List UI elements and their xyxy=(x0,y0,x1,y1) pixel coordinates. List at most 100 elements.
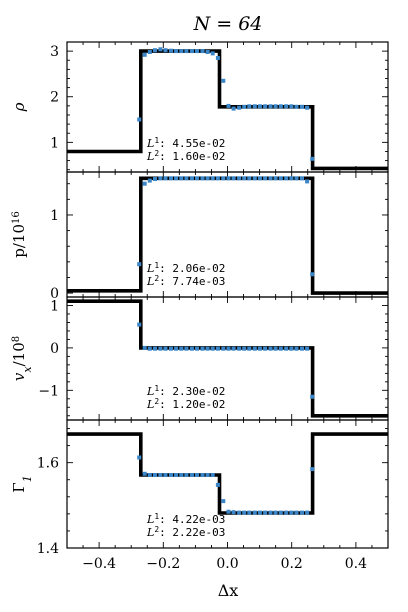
data-point xyxy=(137,322,142,327)
x-tick-label: −0.4 xyxy=(82,556,116,572)
data-point xyxy=(294,346,299,351)
data-point xyxy=(273,104,278,109)
data-point xyxy=(252,510,257,515)
data-point xyxy=(242,510,247,515)
x-tick-label: 0.2 xyxy=(281,556,303,572)
y-tick-label: 0 xyxy=(50,341,59,357)
data-point xyxy=(200,473,205,477)
data-point xyxy=(158,47,163,52)
data-point xyxy=(231,346,236,351)
data-point xyxy=(268,346,273,351)
data-point xyxy=(163,48,168,53)
data-point xyxy=(142,471,147,476)
data-point xyxy=(189,473,194,477)
data-point xyxy=(174,49,179,54)
data-point xyxy=(231,106,236,111)
l1-error-label: L1: 4.55e-02 xyxy=(146,136,225,151)
data-point xyxy=(284,176,289,181)
data-point xyxy=(184,49,189,54)
data-point xyxy=(263,510,268,515)
data-point xyxy=(169,48,173,53)
data-point xyxy=(237,105,242,110)
data-point xyxy=(257,176,262,181)
data-point xyxy=(210,473,215,477)
x-tick-label: −0.2 xyxy=(146,556,180,572)
data-point xyxy=(294,104,299,109)
y-tick-label: 1.6 xyxy=(37,456,59,472)
l2-error-label: L2: 7.74e-03 xyxy=(146,274,225,289)
data-point xyxy=(142,181,147,186)
data-point xyxy=(215,346,220,351)
exact-solution-line xyxy=(67,49,388,171)
y-tick-label: 1 xyxy=(50,135,59,151)
data-point xyxy=(195,176,199,181)
data-point xyxy=(147,50,152,54)
data-point xyxy=(153,177,157,181)
l1-error-label: L1: 4.22e-03 xyxy=(146,512,225,527)
data-point xyxy=(305,179,310,184)
data-point xyxy=(210,176,215,181)
data-point xyxy=(179,473,184,477)
data-point xyxy=(210,51,215,56)
data-point xyxy=(189,346,194,351)
data-point xyxy=(179,49,184,54)
data-point xyxy=(273,176,278,181)
y-tick-label: 1 xyxy=(50,208,59,224)
x-tick-label: 0.4 xyxy=(345,556,367,572)
panel-frame xyxy=(66,171,389,298)
data-point xyxy=(169,176,173,181)
data-point xyxy=(158,473,163,477)
panel-frame xyxy=(66,419,389,549)
data-point xyxy=(189,49,194,54)
data-point xyxy=(231,176,236,181)
data-point xyxy=(237,510,242,515)
data-point xyxy=(163,176,168,181)
data-point xyxy=(310,467,315,472)
data-point xyxy=(300,510,304,515)
y-tick-label: 1.4 xyxy=(37,541,59,557)
data-point xyxy=(184,473,189,477)
data-point xyxy=(137,117,142,122)
data-point xyxy=(189,176,194,181)
data-point xyxy=(284,104,289,109)
data-point xyxy=(195,49,199,54)
data-point xyxy=(257,346,262,351)
data-point xyxy=(205,473,210,477)
data-point xyxy=(169,346,173,351)
data-point xyxy=(169,473,173,477)
data-point xyxy=(195,473,199,477)
data-point xyxy=(247,510,252,515)
data-point xyxy=(257,510,262,515)
data-point xyxy=(252,176,257,181)
data-point xyxy=(310,394,315,399)
data-point xyxy=(205,50,210,54)
y-tick-label: 0 xyxy=(50,286,59,302)
data-point xyxy=(153,473,157,477)
data-point xyxy=(305,105,310,110)
data-point xyxy=(242,176,247,181)
data-point xyxy=(179,176,184,181)
data-point xyxy=(289,510,294,515)
data-point xyxy=(247,176,252,181)
data-point xyxy=(142,345,147,350)
data-point xyxy=(252,346,257,351)
data-point xyxy=(289,346,294,351)
l2-error-label: L2: 1.60e-02 xyxy=(146,149,225,164)
data-point xyxy=(289,176,294,181)
data-point xyxy=(174,176,179,181)
data-point xyxy=(247,104,252,109)
data-point xyxy=(294,176,299,181)
data-point xyxy=(284,346,289,351)
data-point xyxy=(174,346,179,351)
l2-error-label: L2: 2.22e-03 xyxy=(146,525,225,540)
data-point xyxy=(305,346,310,351)
exact-solution-line xyxy=(67,176,388,295)
data-point xyxy=(237,346,242,351)
data-point xyxy=(284,510,289,515)
x-axis-label: Δx xyxy=(218,581,239,600)
data-point xyxy=(278,346,283,351)
